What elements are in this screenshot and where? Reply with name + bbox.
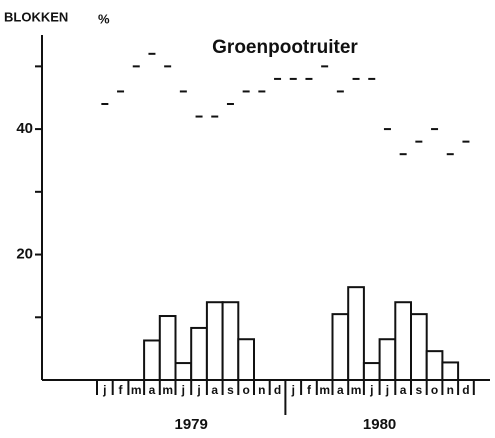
bar: [143, 339, 161, 381]
x-tick-label: m: [162, 383, 173, 397]
bar: [410, 313, 428, 381]
x-tick-label: m: [351, 383, 362, 397]
x-tick-label: n: [447, 383, 454, 397]
year-label: 1979: [175, 416, 208, 433]
bar: [425, 350, 444, 381]
bar: [205, 301, 224, 381]
year-label: 1980: [363, 416, 396, 433]
bar: [441, 361, 460, 382]
x-tick-label: f: [307, 383, 312, 397]
x-tick-label: n: [258, 383, 265, 397]
x-tick-label: a: [211, 383, 218, 397]
x-tick-label: o: [242, 383, 249, 397]
x-tick-label: d: [462, 383, 469, 397]
bar: [362, 362, 381, 381]
x-tick-label: j: [196, 383, 200, 397]
x-tick-label: a: [400, 383, 407, 397]
x-tick-label: j: [291, 383, 295, 397]
y-tick-label: 40: [16, 120, 33, 137]
x-tick-label: j: [369, 383, 373, 397]
x-tick-label: s: [416, 383, 423, 397]
bar: [174, 362, 193, 381]
x-tick-label: j: [102, 383, 106, 397]
bar: [394, 301, 412, 381]
y-axis-unit: %: [98, 11, 110, 26]
bar: [237, 338, 256, 381]
x-tick-label: m: [319, 383, 330, 397]
bar: [158, 315, 177, 382]
bar: [331, 313, 350, 381]
y-axis-label: BLOKKEN: [4, 9, 68, 24]
x-tick-label: s: [227, 383, 234, 397]
x-tick-label: j: [181, 383, 185, 397]
x-tick-label: j: [385, 383, 389, 397]
chart-title: Groenpootruiter: [212, 37, 358, 58]
x-tick-label: m: [131, 383, 142, 397]
x-tick-label: o: [431, 383, 438, 397]
x-tick-label: d: [274, 383, 281, 397]
bar: [347, 286, 365, 381]
x-tick-label: a: [337, 383, 344, 397]
x-tick-label: a: [149, 383, 156, 397]
x-tick-label: f: [119, 383, 124, 397]
bar: [378, 338, 397, 381]
y-tick-label: 20: [16, 246, 33, 263]
bar: [221, 301, 240, 381]
bar: [190, 326, 208, 382]
